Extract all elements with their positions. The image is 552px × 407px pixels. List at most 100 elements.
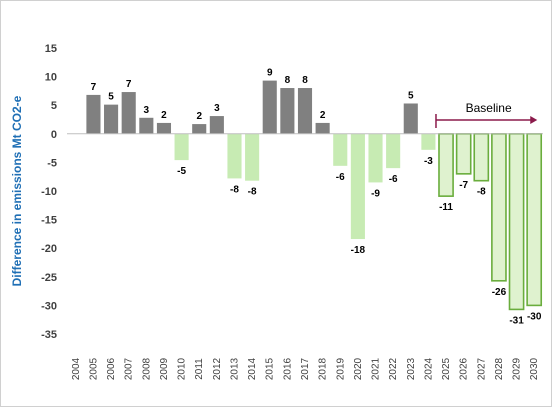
data-label-2020: -18	[351, 245, 366, 256]
x-tick-label: 2029	[512, 357, 523, 380]
data-label-2016: 8	[285, 75, 291, 86]
x-tick-label: 2018	[318, 357, 329, 380]
x-tick-label: 2014	[247, 357, 258, 380]
data-label-2008: 3	[144, 105, 150, 116]
bar-2019	[333, 133, 348, 166]
bar-2011	[192, 124, 207, 134]
x-tick-label: 2009	[159, 357, 170, 380]
x-tick-label: 2024	[423, 357, 434, 380]
bar-2009	[156, 122, 172, 134]
data-label-2015: 9	[267, 68, 273, 79]
data-label-2010: -5	[177, 166, 186, 177]
bar-2006	[104, 104, 119, 134]
baseline-arrow-head	[530, 116, 538, 124]
data-label-2027: -8	[477, 187, 486, 198]
bar-2012	[209, 116, 224, 134]
bar-2027	[473, 133, 490, 182]
y-tick-label: -15	[41, 215, 57, 227]
data-label-2013: -8	[230, 184, 239, 195]
y-tick-label: -30	[41, 300, 57, 312]
y-tick-label: 5	[51, 100, 57, 112]
x-tick-label: 2028	[494, 357, 505, 380]
y-tick-label: -5	[47, 157, 57, 169]
bar-2030	[526, 133, 543, 307]
x-tick-label: 2005	[88, 357, 99, 380]
x-tick-label: 2025	[441, 357, 452, 380]
x-tick-label: 2019	[335, 357, 346, 380]
data-label-2017: 8	[302, 75, 308, 86]
data-label-2012: 3	[214, 103, 220, 114]
y-tick-label: 10	[45, 72, 57, 84]
data-label-2021: -9	[371, 188, 380, 199]
bar-2022	[386, 133, 401, 169]
data-label-2026: -7	[459, 180, 468, 191]
y-tick-label: 15	[45, 43, 57, 55]
data-label-2009: 2	[161, 110, 167, 121]
x-tick-label: 2015	[265, 357, 276, 380]
bar-2008	[139, 117, 154, 134]
data-label-2011: 2	[196, 111, 202, 122]
data-label-2030: -30	[527, 311, 542, 322]
data-label-2014: -8	[248, 187, 257, 198]
bars-group	[86, 80, 543, 311]
x-tick-label: 2004	[71, 357, 82, 380]
x-tick-label: 2021	[371, 357, 382, 380]
data-label-2018: 2	[320, 110, 326, 121]
bar-2014	[245, 133, 260, 181]
data-label-2005: 7	[91, 82, 97, 93]
x-tick-label: 2030	[529, 357, 540, 380]
x-tick-label: 2017	[300, 357, 311, 380]
y-tick-label: -10	[41, 186, 57, 198]
bar-2028	[491, 133, 507, 282]
data-label-2022: -6	[389, 174, 398, 185]
y-tick-label: -20	[41, 243, 57, 255]
bar-2026	[455, 133, 472, 175]
data-label-2023: 5	[408, 90, 414, 101]
data-label-2007: 7	[126, 79, 132, 90]
x-tick-label: 2012	[212, 357, 223, 380]
baseline-label: Baseline	[466, 101, 512, 115]
bar-2024	[421, 133, 436, 150]
bar-2015	[262, 80, 277, 134]
data-label-2024: -3	[424, 156, 433, 167]
x-axis: 2004 2005 2006 2007 2008 2009 2010 2011 2012 2013…	[71, 357, 540, 380]
bar-2010	[174, 133, 189, 161]
bar-2013	[227, 133, 242, 179]
x-tick-label: 2006	[106, 357, 117, 380]
x-tick-label: 2026	[459, 357, 470, 380]
bar-2007	[121, 92, 136, 134]
bar-2017	[297, 88, 313, 134]
x-tick-label: 2007	[124, 357, 135, 380]
baseline-annotation: Baseline	[435, 101, 538, 128]
data-label-2029: -31	[509, 315, 524, 326]
x-tick-label: 2022	[388, 357, 399, 380]
bar-2016	[280, 88, 295, 134]
x-tick-label: 2023	[406, 357, 417, 380]
x-tick-label: 2013	[229, 357, 240, 380]
x-tick-label: 2027	[476, 357, 487, 380]
y-tick-label: 0	[51, 129, 57, 141]
x-tick-label: 2008	[141, 357, 152, 380]
bar-2025	[438, 133, 454, 197]
data-label-2019: -6	[336, 172, 345, 183]
bar-2020	[350, 133, 365, 240]
data-label-2006: 5	[108, 92, 114, 103]
bar-2021	[368, 133, 383, 183]
x-tick-label: 2010	[177, 357, 188, 380]
x-tick-label: 2016	[282, 357, 293, 380]
bar-2005	[86, 94, 101, 134]
x-tick-label: 2011	[194, 358, 205, 380]
x-tick-label: 2020	[353, 357, 364, 380]
bar-2018	[315, 122, 330, 134]
y-tick-label: -25	[41, 272, 57, 284]
data-label-2025: -11	[439, 202, 453, 213]
y-axis-title: Difference in emissions Mt CO2-e	[10, 95, 24, 286]
bar-2023	[403, 103, 418, 134]
y-tick-label: -35	[41, 329, 57, 341]
data-label-2028: -26	[492, 287, 507, 298]
bar-2029	[508, 133, 525, 311]
y-axis: 15 10 5 0 -5 -10 -15 -20 -25 -30 -35	[41, 43, 57, 341]
